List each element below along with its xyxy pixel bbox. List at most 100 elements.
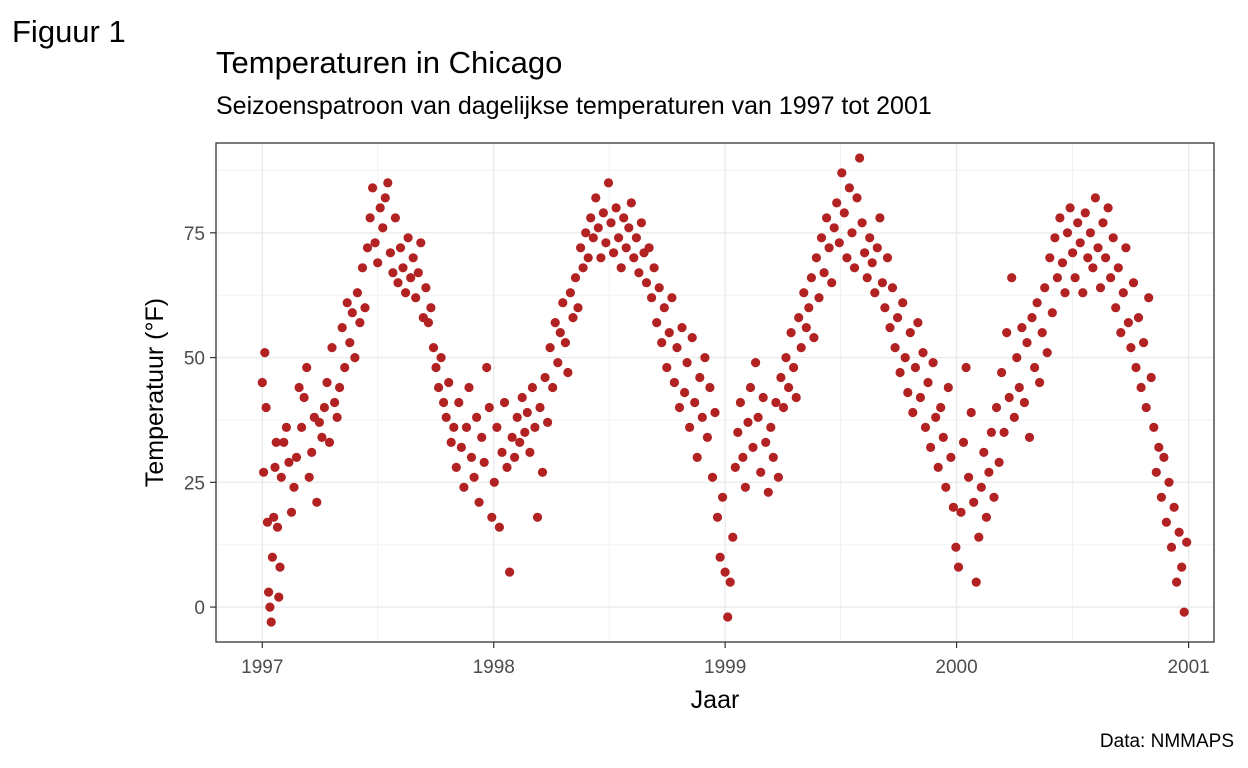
data-point: [598, 208, 609, 218]
data-point: [596, 253, 606, 263]
data-point: [796, 343, 806, 353]
data-point: [971, 577, 981, 587]
data-point: [383, 178, 393, 188]
data-point: [1139, 338, 1149, 348]
data-point: [730, 462, 740, 472]
data-point: [1078, 288, 1088, 298]
data-point: [667, 293, 677, 303]
data-point: [1055, 213, 1065, 223]
data-point: [685, 422, 695, 432]
y-tick-label: 25: [184, 473, 205, 494]
data-point: [352, 288, 362, 298]
data-point: [1123, 318, 1133, 328]
data-point: [740, 482, 751, 492]
data-point: [981, 512, 992, 522]
data-point: [761, 437, 771, 447]
data-point: [1080, 208, 1090, 218]
data-point: [700, 353, 710, 363]
data-point: [265, 602, 275, 612]
data-point: [855, 153, 865, 163]
data-point: [1083, 253, 1093, 263]
data-point: [434, 382, 444, 393]
data-point: [286, 507, 297, 517]
data-point: [259, 467, 269, 477]
data-point: [715, 552, 725, 562]
data-point: [918, 348, 928, 358]
data-point: [1075, 238, 1085, 248]
data-point: [991, 402, 1002, 413]
data-point: [1037, 328, 1047, 338]
data-point: [1172, 577, 1182, 587]
data-point: [784, 382, 794, 393]
data-point: [751, 358, 761, 368]
data-point: [984, 467, 994, 477]
data-point: [1035, 377, 1045, 388]
chart-title: Temperaturen in Chicago: [216, 45, 563, 80]
data-point: [319, 402, 329, 413]
data-point: [497, 447, 507, 457]
data-point: [327, 343, 337, 353]
data-point: [1101, 253, 1111, 263]
data-point: [1144, 293, 1154, 303]
data-point: [1050, 233, 1060, 243]
data-point: [961, 362, 971, 373]
data-point: [862, 273, 872, 283]
data-point: [1095, 283, 1106, 293]
data-point: [487, 512, 497, 522]
data-point: [444, 377, 454, 388]
data-point: [1164, 477, 1174, 487]
data-point: [682, 358, 692, 368]
data-point: [1032, 298, 1042, 308]
data-point: [441, 412, 451, 422]
data-point: [829, 223, 839, 233]
data-point: [702, 432, 713, 442]
data-point: [852, 193, 862, 203]
data-point: [1042, 348, 1052, 358]
data-point: [943, 382, 953, 393]
data-point: [1159, 452, 1169, 462]
data-point: [837, 168, 847, 178]
data-point: [672, 343, 682, 353]
data-point: [1065, 203, 1075, 213]
data-point: [1012, 353, 1022, 363]
data-point: [616, 263, 626, 273]
data-point: [705, 382, 715, 393]
data-point: [890, 343, 900, 353]
data-point: [570, 273, 581, 283]
data-point: [687, 333, 697, 343]
data-point: [439, 397, 449, 408]
data-point: [791, 392, 801, 403]
data-point: [272, 522, 283, 532]
data-point: [274, 592, 284, 602]
data-point: [347, 308, 357, 318]
data-point: [870, 288, 880, 298]
data-point: [307, 447, 317, 457]
data-point: [733, 427, 743, 437]
data-point: [543, 417, 553, 427]
data-point: [449, 422, 459, 432]
data-point: [758, 392, 768, 403]
data-point: [887, 283, 898, 293]
data-point: [1156, 492, 1166, 502]
data-point: [1118, 288, 1128, 298]
data-point: [1060, 288, 1070, 298]
data-point: [811, 253, 822, 263]
data-point: [624, 223, 634, 233]
data-point: [997, 367, 1007, 378]
data-point: [492, 422, 502, 432]
data-point: [951, 542, 961, 552]
data-point: [262, 517, 272, 527]
axis-ticks: 0 25 50 75 1997 1998 1999 2000 2001: [184, 224, 1210, 678]
data-point: [563, 367, 573, 378]
data-point: [1068, 248, 1078, 258]
data-point: [953, 562, 964, 572]
data-point: [317, 432, 327, 442]
data-point: [900, 353, 910, 363]
data-point: [279, 437, 289, 447]
data-point: [723, 612, 733, 622]
data-point: [581, 228, 591, 238]
data-point: [548, 382, 558, 393]
data-point: [903, 387, 913, 398]
data-point: [966, 407, 976, 418]
data-point: [530, 422, 540, 432]
